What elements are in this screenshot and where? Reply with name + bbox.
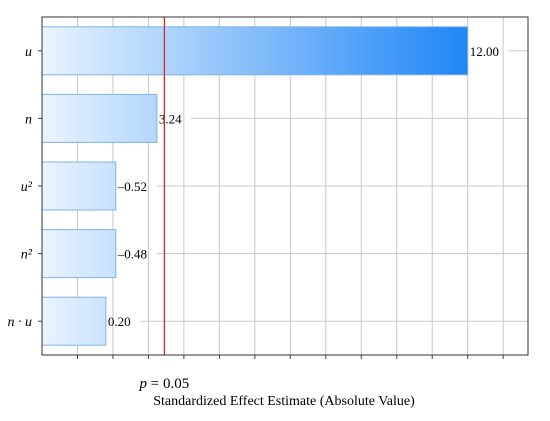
- value-label-0: 12.00: [470, 44, 499, 59]
- value-label-1: 3.24: [159, 111, 182, 126]
- category-label-0: u: [25, 45, 32, 60]
- category-label-4: n · u: [8, 315, 33, 330]
- bar-1: [41, 93, 158, 143]
- bar-0: [41, 26, 469, 76]
- x-axis-title: Standardized Effect Estimate (Absolute V…: [153, 394, 415, 409]
- category-label-1: n: [25, 112, 32, 127]
- category-label-2: u²: [21, 180, 33, 195]
- value-label-3: –0.48: [117, 247, 147, 262]
- value-label-2: –0.52: [117, 179, 147, 194]
- plot-border: [41, 16, 529, 356]
- category-label-3: n²: [21, 248, 33, 263]
- reference-line-label: p = 0.05: [139, 376, 190, 392]
- bar-4: [41, 296, 107, 346]
- bar-2: [41, 161, 117, 211]
- bar-3: [41, 229, 117, 279]
- value-label-4: 0.20: [108, 314, 131, 329]
